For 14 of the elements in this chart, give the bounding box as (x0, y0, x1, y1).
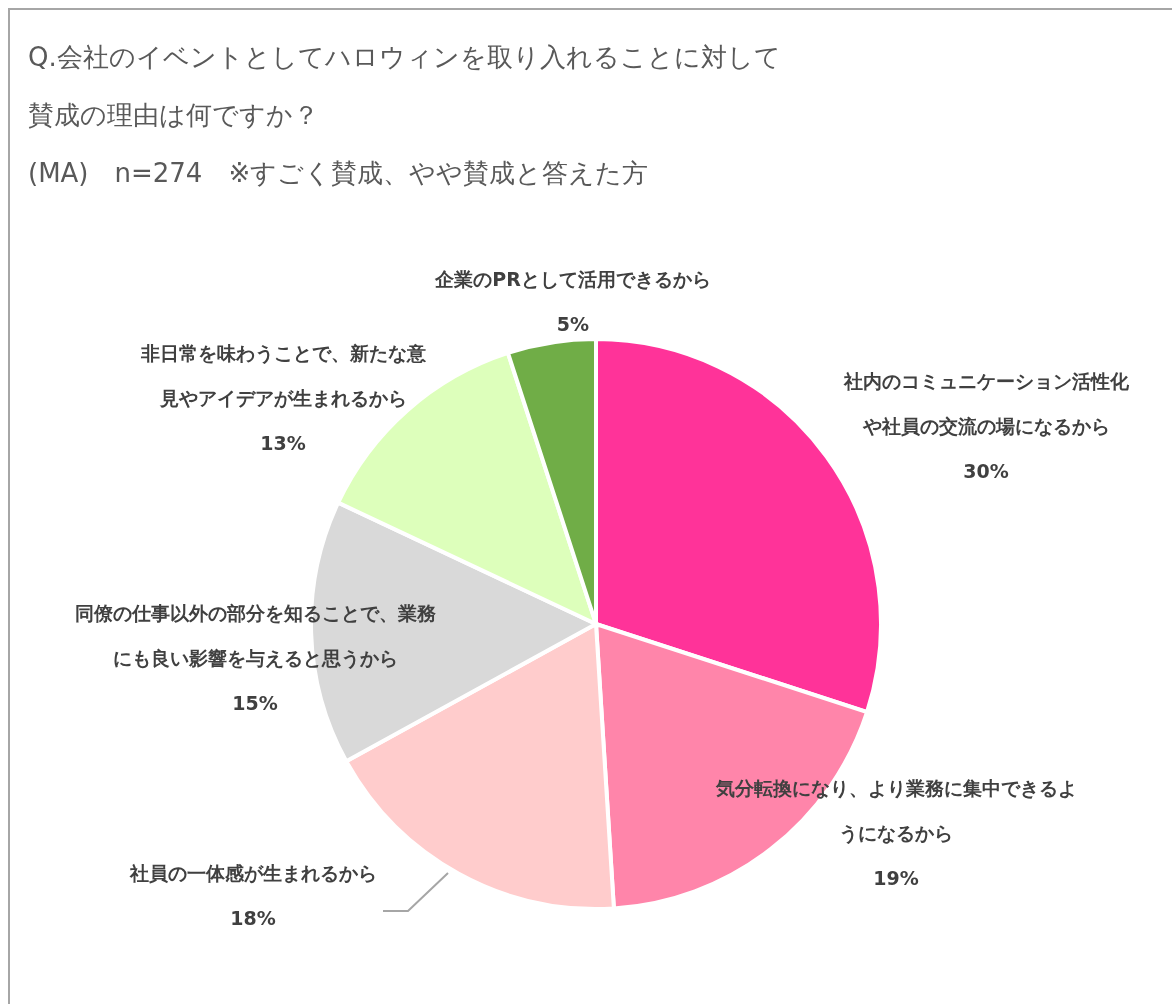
data-label: 15% (232, 692, 278, 714)
slice-label: 企業のPRとして活用できるから (434, 268, 711, 290)
data-label: 30% (963, 460, 1009, 482)
category-label: 気分転換になり、より業務に集中できるようになるから (715, 777, 1077, 844)
chart-subtitle: (MA) n=274 ※すごく賛成、やや賛成と答えた方 (28, 158, 649, 188)
chart-title: Q.会社のイベントとしてハロウィンを取り入れることに対して賛成の理由は何ですか？ (28, 42, 781, 130)
data-label: 5% (556, 313, 590, 335)
data-label: 13% (260, 432, 306, 454)
data-label: 19% (873, 867, 919, 889)
category-label: 社内のコミュニケーション活性化や社員の交流の場になるから (843, 370, 1129, 437)
data-label: 18% (230, 907, 276, 929)
category-label: 非日常を味わうことで、新たな意見やアイデアが生まれるから (140, 342, 426, 409)
category-label: 同僚の仕事以外の部分を知ることで、業務にも良い影響を与えると思うから (74, 602, 436, 669)
slice-label: 社員の一体感が生まれるから (128, 862, 377, 884)
